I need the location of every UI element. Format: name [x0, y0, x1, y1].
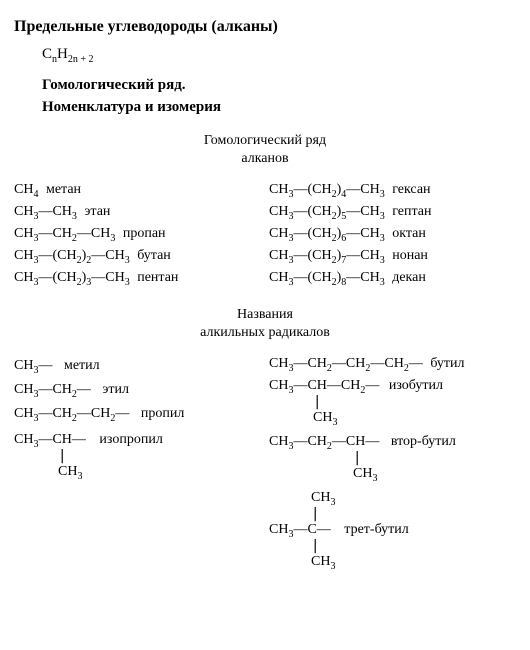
formula: CH3—(CH2)2—CH3 [14, 248, 130, 263]
compound-name: бутан [137, 248, 171, 263]
section-label-line: алкильных радикалов [200, 325, 330, 340]
radical-name: метил [64, 358, 100, 373]
compound-name: гептан [392, 204, 431, 219]
tertbutyl-formula-bottom: CH3 [269, 554, 516, 570]
alkane-row: CH3—(CH2)4—CH3 гексан [269, 182, 516, 198]
tertbutyl-name: трет-бутил [344, 522, 408, 537]
alkane-row: CH4 метан [14, 182, 261, 198]
compound-name: пентан [137, 270, 178, 285]
radicals-left-column: CH3— метил CH3—CH2— этил CH3—CH2—CH2— проп… [14, 350, 261, 572]
section-radicals-label: Названия алкильных радикалов [14, 306, 516, 342]
formula: CH3—CH2—CH2— [14, 406, 129, 421]
alkanes-right-column: CH3—(CH2)4—CH3 гексан CH3—(CH2)5—CH3 гепт… [269, 176, 516, 292]
compound-name: пропан [123, 226, 166, 241]
general-formula: CnH2n + 2 [42, 46, 516, 63]
bond-vertical: | [269, 394, 516, 410]
secbutyl-name: втор-бутил [391, 434, 456, 449]
formula: CH3—(CH2)4—CH3 [269, 182, 385, 197]
tertbutyl-formula-top: CH3 [269, 490, 516, 506]
isobutyl-formula-top: CH3—CH—CH2— [269, 378, 379, 393]
butyl-formula: CH3—CH2—CH2—CH2— [269, 356, 423, 371]
compound-name: гексан [392, 182, 430, 197]
compound-name: декан [392, 270, 426, 285]
alkane-row: CH3—CH2—CH3 пропан [14, 226, 261, 242]
radical-name: этил [102, 382, 129, 397]
formula: CH4 [14, 182, 38, 197]
isopropyl-formula-top: CH3—CH— [14, 432, 86, 447]
formula: CH3—CH2—CH3 [14, 226, 115, 241]
alkanes-left-column: CH4 метанCH3—CH3 этанCH3—CH2—CH3 пропанC… [14, 176, 261, 292]
secbutyl-block: CH3—CH2—CH— втор-бутил | CH3 [269, 434, 516, 482]
tertbutyl-block: CH3 | CH3—C— трет-бутил | CH3 [269, 490, 516, 570]
secbutyl-formula-bottom: CH3 [269, 466, 516, 482]
radical-row: CH3— метил [14, 358, 261, 374]
alkane-row: CH3—CH3 этан [14, 204, 261, 220]
butyl-name: бутил [430, 356, 464, 371]
alkane-row: CH3—(CH2)6—CH3 октан [269, 226, 516, 242]
subheading-line-1: Гомологический ряд. [42, 75, 516, 95]
radical-row: CH3—CH2—CH2—CH2— бутил [269, 356, 516, 372]
radical-name: пропил [141, 406, 184, 421]
formula: CH3—(CH2)6—CH3 [269, 226, 385, 241]
bond-vertical: | [269, 450, 516, 466]
alkane-row: CH3—(CH2)2—CH3 бутан [14, 248, 261, 264]
formula: CH3—(CH2)5—CH3 [269, 204, 385, 219]
section-label-line: алканов [241, 151, 288, 166]
formula: CH3—(CH2)3—CH3 [14, 270, 130, 285]
alkanes-table: CH4 метанCH3—CH3 этанCH3—CH2—CH3 пропанC… [14, 176, 516, 292]
compound-name: метан [46, 182, 81, 197]
bond-vertical: | [269, 506, 516, 522]
radicals-table: CH3— метил CH3—CH2— этил CH3—CH2—CH2— проп… [14, 350, 516, 572]
compound-name: этан [84, 204, 110, 219]
isopropyl-block: CH3—CH— изопропил | CH3 [14, 432, 261, 480]
compound-name: нонан [392, 248, 428, 263]
radical-row: CH3—CH2— этил [14, 382, 261, 398]
tertbutyl-formula-mid: CH3—C— [269, 522, 331, 537]
isobutyl-block: CH3—CH—CH2— изобутил | CH3 [269, 378, 516, 426]
formula: CH3—CH3 [14, 204, 77, 219]
alkane-row: CH3—(CH2)8—CH3 декан [269, 270, 516, 286]
formula: CH3—(CH2)7—CH3 [269, 248, 385, 263]
isopropyl-formula-bottom: CH3 [14, 464, 261, 480]
page-title: Предельные углеводороды (алканы) [14, 18, 516, 36]
isobutyl-formula-bottom: CH3 [269, 410, 516, 426]
alkane-row: CH3—(CH2)7—CH3 нонан [269, 248, 516, 264]
formula: CH3— [14, 358, 52, 373]
bond-vertical: | [14, 448, 261, 464]
section-label-line: Названия [237, 307, 293, 322]
isopropyl-name: изопропил [99, 432, 162, 447]
subheading-line-2: Номенклатура и изомерия [42, 97, 516, 117]
isobutyl-name: изобутил [389, 378, 443, 393]
section-label-line: Гомологический ряд [204, 133, 326, 148]
alkane-row: CH3—(CH2)5—CH3 гептан [269, 204, 516, 220]
radical-row: CH3—CH2—CH2— пропил [14, 406, 261, 422]
section-alkanes-label: Гомологический ряд алканов [14, 132, 516, 168]
bond-vertical: | [269, 538, 516, 554]
radicals-right-column: CH3—CH2—CH2—CH2— бутил CH3—CH—CH2— изобу… [269, 350, 516, 572]
compound-name: октан [392, 226, 426, 241]
alkane-row: CH3—(CH2)3—CH3 пентан [14, 270, 261, 286]
formula: CH3—(CH2)8—CH3 [269, 270, 385, 285]
secbutyl-formula-top: CH3—CH2—CH— [269, 434, 379, 449]
formula: CH3—CH2— [14, 382, 91, 397]
